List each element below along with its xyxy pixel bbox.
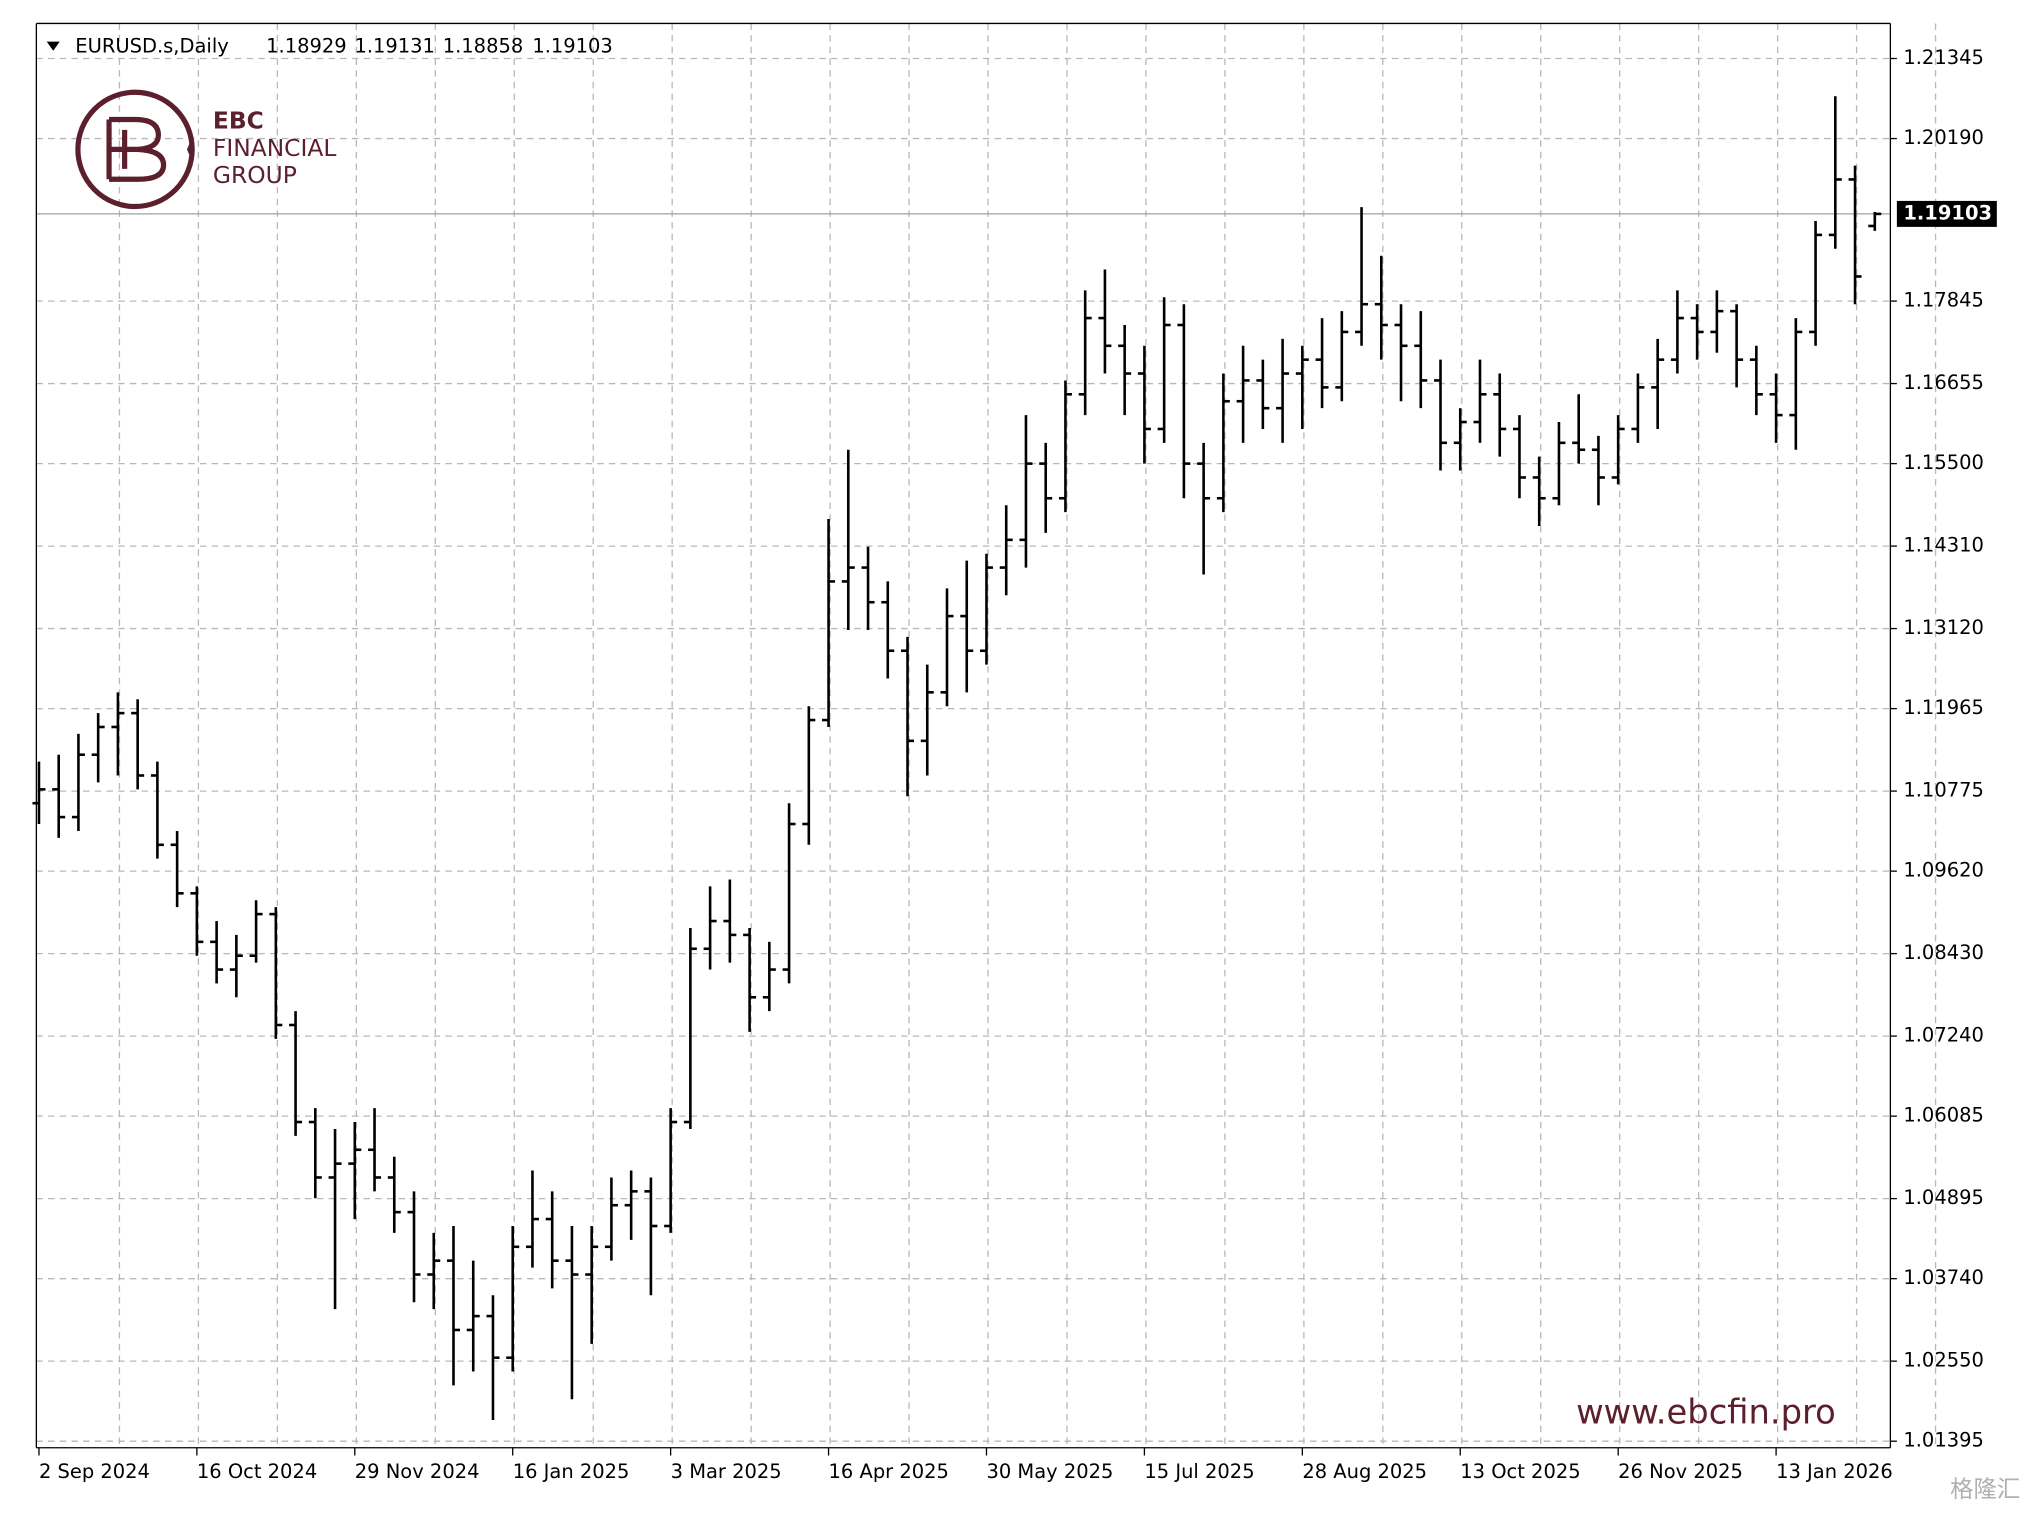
- x-tick-label: 30 May 2025: [986, 1460, 1113, 1483]
- y-tick-label: 1.01395: [1903, 1429, 1984, 1452]
- y-tick-label: 1.03740: [1903, 1266, 1984, 1289]
- x-tick-label: 13 Jan 2026: [1776, 1460, 1893, 1483]
- chart-title: EURUSD.s,Daily: [75, 34, 228, 57]
- x-tick-label: 29 Nov 2024: [355, 1460, 480, 1483]
- x-tick-label: 28 Aug 2025: [1302, 1460, 1427, 1483]
- y-tick-label: 1.02550: [1903, 1349, 1984, 1372]
- logo-star: [186, 140, 195, 159]
- y-tick-label: 1.21345: [1903, 46, 1984, 69]
- y-tick-label: 1.06085: [1903, 1104, 1984, 1127]
- x-tick-label: 13 Oct 2025: [1460, 1460, 1580, 1483]
- x-tick-label: 16 Oct 2024: [197, 1460, 317, 1483]
- y-tick-label: 1.08430: [1903, 941, 1984, 964]
- header-open: 1.18929: [266, 34, 347, 57]
- y-tick-label: 1.15500: [1903, 451, 1984, 474]
- y-tick-label: 1.04895: [1903, 1186, 1984, 1209]
- grid-layer: [36, 23, 1937, 1448]
- y-tick-label: 1.07240: [1903, 1024, 1984, 1047]
- y-tick-label: 1.10775: [1903, 779, 1984, 802]
- header-low: 1.18858: [443, 34, 524, 57]
- logo-text: EBC: [213, 107, 264, 135]
- watermark: www.ebcfin.pro: [1576, 1392, 1836, 1431]
- y-tick-label: 1.14310: [1903, 534, 1984, 557]
- logo: EBC FINANCIAL GROUP: [75, 89, 336, 210]
- header-high: 1.19131: [354, 34, 435, 57]
- y-tick-label: 1.16655: [1903, 371, 1984, 394]
- symbol-menu-arrow[interactable]: [46, 41, 60, 51]
- x-tick-label: 16 Apr 2025: [829, 1460, 949, 1483]
- y-tick-label: 1.17845: [1903, 289, 1984, 312]
- x-tick-label: 3 Mar 2025: [671, 1460, 782, 1483]
- logo-text: FINANCIAL: [213, 134, 336, 162]
- x-tick-label: 2 Sep 2024: [39, 1460, 150, 1483]
- source-mark: 格隆汇: [1950, 1475, 2020, 1503]
- price-label: 1.19103: [1903, 201, 1992, 224]
- y-tick-label: 1.13120: [1903, 616, 1984, 639]
- y-tick-label: 1.20190: [1903, 126, 1984, 149]
- logo-text: GROUP: [213, 161, 297, 189]
- y-tick-label: 1.11965: [1903, 696, 1984, 719]
- x-tick-label: 15 Jul 2025: [1144, 1460, 1254, 1483]
- y-tick-label: 1.09620: [1903, 859, 1984, 882]
- price-label-box: [1896, 200, 1997, 227]
- logo-mark: [106, 116, 167, 182]
- x-tick-label: 16 Jan 2025: [513, 1460, 630, 1483]
- header-close: 1.19103: [532, 34, 613, 57]
- bars-layer: [32, 96, 1882, 1421]
- x-tick-label: 26 Nov 2025: [1618, 1460, 1743, 1483]
